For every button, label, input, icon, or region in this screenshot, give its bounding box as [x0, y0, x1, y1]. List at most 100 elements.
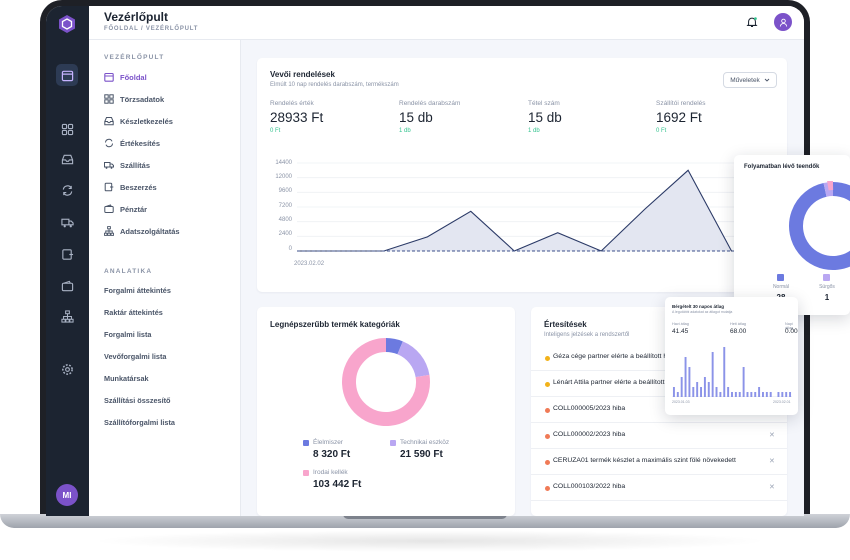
rail-purchase-button[interactable] — [56, 243, 78, 265]
bar — [719, 392, 722, 397]
bar — [785, 392, 788, 397]
sidebar-item-shipping[interactable]: Szállítás — [104, 160, 150, 170]
orders-card: Vevői rendelések Elmúlt 10 nap rendelés … — [257, 58, 787, 292]
notification-row[interactable]: Géza cége partner elérte a beállított h — [531, 345, 787, 371]
sidebar-item-inventory[interactable]: Készletkezelés — [104, 116, 173, 126]
bar — [742, 367, 745, 397]
average-stat-value: 0.00 — [785, 328, 798, 335]
header-user-avatar[interactable] — [774, 13, 792, 31]
sidebar-item-home[interactable]: Főoldal — [104, 72, 147, 82]
bar — [762, 392, 764, 397]
rail-master-data-button[interactable] — [56, 118, 78, 140]
laptop-notch — [343, 514, 507, 519]
x-tick-label: 2023.02.01 — [773, 400, 791, 404]
error-dot-icon — [545, 486, 550, 491]
bar — [692, 387, 695, 397]
average-bar-chart — [672, 347, 792, 397]
sidebar-link-supplier-turnover[interactable]: Szállítóforgalmi lista — [104, 418, 175, 427]
sidebar-link-shipping-summary[interactable]: Szállítási összesítő — [104, 396, 171, 405]
notification-text: COLL000002/2023 hiba — [553, 431, 626, 438]
legend-label: Technikai eszköz — [400, 439, 450, 446]
sidebar-item-label: Pénztár — [120, 204, 148, 214]
rail-cash-button[interactable] — [56, 275, 78, 297]
rail-reporting-button[interactable] — [56, 305, 78, 327]
sidebar-link-staff[interactable]: Munkatársak — [104, 374, 149, 383]
bar — [676, 392, 679, 397]
app-logo-icon[interactable] — [57, 14, 77, 34]
legend-label: Sürgős — [819, 284, 835, 290]
sidebar-item-reporting[interactable]: Adatszolgáltatás — [104, 226, 180, 236]
stat-value: 1692 Ft — [656, 110, 702, 125]
chart-area-fill — [297, 170, 775, 251]
sidebar-link-warehouse-overview[interactable]: Raktár áttekintés — [104, 308, 163, 317]
cart-icon — [104, 182, 114, 192]
close-icon[interactable]: ✕ — [769, 458, 775, 465]
stat-label: Tétel szám — [528, 100, 560, 107]
stat-item-count: Tétel szám 15 db 1 db — [528, 100, 562, 134]
rail-dashboard-button[interactable] — [56, 64, 78, 86]
sidebar-link-turnover-list[interactable]: Forgalmi lista — [104, 330, 152, 339]
notification-text: COLL000005/2023 hiba — [553, 405, 626, 412]
rail-inventory-button[interactable] — [56, 148, 78, 170]
sidebar-item-sales[interactable]: Értékesítés — [104, 138, 160, 148]
notifications-subtitle: Inteligens jelzések a rendszertől — [544, 332, 630, 338]
close-icon[interactable]: ✕ — [769, 432, 775, 439]
sidebar-item-label: Szállítás — [120, 160, 151, 170]
sidebar-item-label: Értékesítés — [120, 138, 161, 148]
sidebar-item-cash[interactable]: Pénztár — [104, 204, 147, 214]
donut-slice — [397, 341, 430, 378]
bar — [758, 387, 761, 397]
bar — [703, 377, 706, 397]
bell-icon[interactable] — [746, 16, 758, 28]
sidebar-link-turnover-overview[interactable]: Forgalmi áttekintés — [104, 286, 171, 295]
rail-sales-button[interactable] — [56, 179, 78, 201]
close-icon[interactable]: ✕ — [769, 484, 775, 491]
truck-icon — [60, 218, 74, 227]
sidebar-item-label: Főoldal — [120, 72, 147, 82]
donut-slice — [789, 182, 850, 270]
bar — [750, 392, 753, 397]
average-stat-label: Heti átlag — [730, 322, 747, 326]
page-header: Vezérlőpult FŐOLDAL / VEZÉRLŐPULT — [89, 6, 804, 40]
notification-row[interactable]: CERUZA01 termék készlet a maximális szin… — [531, 449, 787, 475]
legend-value: 103 442 Ft — [313, 479, 362, 490]
y-tick-label: 14400 — [275, 160, 292, 166]
rail-shipping-button[interactable] — [56, 211, 78, 233]
notification-row[interactable]: COLL000002/2023 hiba ✕ — [531, 423, 787, 449]
tasks-title: Folyamatban lévő teendők — [744, 164, 820, 170]
average-stat-value: 68.00 — [730, 328, 747, 335]
breadcrumb: FŐOLDAL / VEZÉRLŐPULT — [104, 26, 199, 32]
notification-row[interactable]: COLL000005/2023 hiba — [531, 397, 787, 423]
page-title: Vezérlőpult — [104, 10, 169, 24]
bar — [781, 392, 784, 397]
bar — [738, 392, 741, 397]
bar — [734, 392, 737, 397]
legend-label: Normál — [772, 284, 790, 290]
stat-value: 15 db — [528, 110, 562, 125]
notification-text: Lénárt Attila partner elérte a beállítot… — [553, 379, 665, 386]
bar — [777, 392, 780, 397]
notification-row[interactable]: Lénárt Attila partner elérte a beállítot… — [531, 371, 787, 397]
sidebar-item-purchase[interactable]: Beszerzés — [104, 182, 157, 192]
user-avatar[interactable]: MI — [56, 484, 78, 506]
bar — [769, 392, 772, 397]
notification-text: Géza cége partner elérte a beállított h — [553, 353, 668, 360]
stat-label: Szállítói rendelés — [656, 100, 706, 107]
laptop-shadow — [90, 530, 770, 552]
bar — [680, 377, 683, 397]
bar — [707, 382, 710, 397]
stat-change: 0 Ft — [270, 128, 281, 134]
notification-row[interactable]: COLL000103/2022 hiba ✕ — [531, 475, 787, 501]
sidebar-link-customer-turnover[interactable]: Vevőforgalmi lista — [104, 352, 167, 361]
rail-settings-button[interactable] — [56, 358, 78, 380]
stat-label: Rendelés érték — [270, 100, 314, 107]
sidebar-item-master-data[interactable]: Törzsadatok — [104, 94, 164, 104]
x-tick-label: 2023.02.02 — [294, 261, 325, 267]
tasks-donut-chart — [789, 181, 850, 270]
bar — [765, 392, 768, 397]
actions-dropdown[interactable]: Műveletek — [723, 72, 777, 88]
y-tick-label: 9600 — [278, 188, 292, 194]
bar — [715, 387, 718, 397]
sidebar-item-label: Adatszolgáltatás — [120, 226, 180, 236]
refresh-icon — [105, 138, 113, 148]
